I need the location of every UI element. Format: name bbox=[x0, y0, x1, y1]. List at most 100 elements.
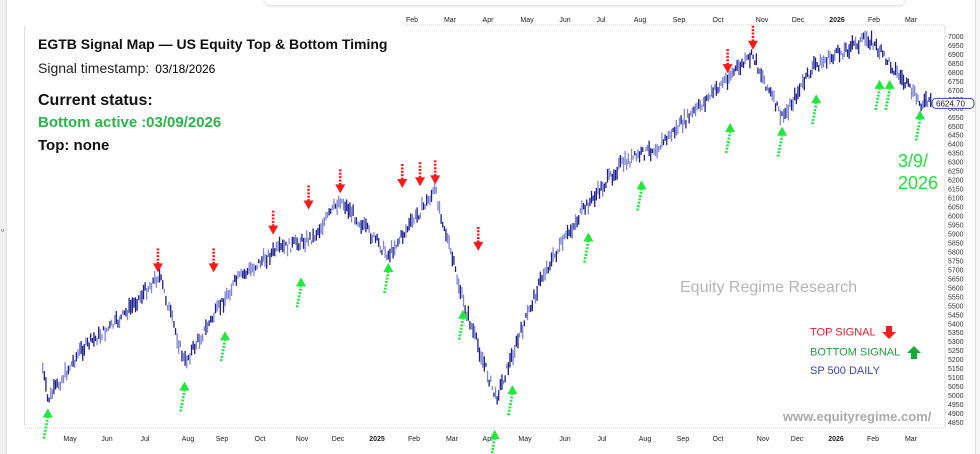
y-tick-label: 6950 bbox=[948, 43, 964, 50]
x-tick-label: Jun bbox=[559, 436, 570, 443]
chart-left-border bbox=[24, 26, 25, 426]
signal-timestamp: Signal timestamp: 03/18/2026 bbox=[38, 60, 215, 76]
x-tick-label: May bbox=[63, 436, 77, 443]
panel-handle-icon: ▫ bbox=[1, 225, 5, 235]
bottom-signal-arrowhead bbox=[915, 110, 926, 120]
timestamp-label: Signal timestamp: bbox=[38, 60, 150, 76]
bottom-signal-arrowhead bbox=[383, 263, 394, 273]
top-signal-arrowhead bbox=[335, 184, 346, 194]
y-tick-label: 6400 bbox=[948, 142, 964, 149]
y-tick-label: 6450 bbox=[948, 133, 964, 140]
top-signal-arrowhead bbox=[303, 200, 314, 210]
top-signal-arrowhead bbox=[473, 241, 484, 251]
bottom-signal-arrow bbox=[179, 390, 186, 412]
top-signal-arrowhead bbox=[208, 263, 219, 273]
bottom-signal-arrow bbox=[295, 286, 303, 308]
bottom-signal-arrow bbox=[219, 340, 227, 362]
current-status-heading: Current status: bbox=[38, 92, 153, 109]
y-tick-label: 6050 bbox=[948, 205, 964, 212]
bottom-signal-arrowhead bbox=[777, 126, 788, 136]
x-tick-label: Oct bbox=[713, 436, 724, 443]
y-tick-label: 6100 bbox=[948, 196, 964, 203]
y-tick-label: 6350 bbox=[948, 151, 964, 158]
bottom-signal-arrow bbox=[383, 271, 390, 294]
top-signal-arrowhead bbox=[747, 40, 758, 50]
annotation-line2: 2026 bbox=[898, 173, 939, 193]
top-x-tick-label: 2026 bbox=[829, 17, 845, 24]
y-tick-label: 4850 bbox=[948, 420, 964, 427]
bottom-signal-arrow bbox=[636, 189, 643, 211]
top-x-tick-label: Feb bbox=[868, 17, 880, 24]
x-tick-label: Jun bbox=[101, 436, 112, 443]
bottom-signal-arrow bbox=[490, 438, 496, 454]
bottom-signal-arrow bbox=[874, 88, 881, 111]
legend-bottom-signal: BOTTOM SIGNAL bbox=[810, 346, 921, 359]
top-signal-arrowhead bbox=[152, 263, 163, 273]
up-arrow-icon bbox=[906, 346, 921, 359]
y-tick-label: 5550 bbox=[948, 294, 964, 301]
bottom-signal-arrowhead bbox=[874, 79, 885, 89]
y-tick-label: 6200 bbox=[948, 178, 964, 185]
bottom-signal-arrowhead bbox=[884, 79, 895, 89]
y-tick-label: 6900 bbox=[948, 52, 964, 59]
bottom-signal-arrowhead bbox=[458, 309, 469, 319]
bottom-signal-arrow bbox=[457, 318, 465, 340]
x-tick-label: Oct bbox=[255, 436, 266, 443]
y-tick-label: 5900 bbox=[948, 231, 964, 238]
y-tick-label: 6550 bbox=[948, 115, 964, 122]
legend-bottom-label: BOTTOM SIGNAL bbox=[810, 346, 900, 359]
y-tick-label: 5350 bbox=[948, 330, 964, 337]
top-signal-arrowhead bbox=[414, 177, 425, 187]
top-x-tick-label: Mar bbox=[905, 17, 918, 24]
bottom-active-date: :03/09/2026 bbox=[141, 114, 222, 131]
bottom-signal-arrowhead bbox=[507, 385, 518, 395]
x-tick-label: 2026 bbox=[828, 436, 844, 443]
x-tick-label: Dec bbox=[332, 436, 345, 443]
chart-title: EGTB Signal Map — US Equity Top & Bottom… bbox=[38, 36, 388, 52]
latest-signal-annotation: 3/9/ 2026 bbox=[898, 150, 938, 194]
x-tick-label: Sep bbox=[216, 436, 229, 443]
legend-top-label: TOP SIGNAL bbox=[810, 326, 876, 339]
x-tick-label: Feb bbox=[408, 436, 420, 443]
x-tick-label: Apr bbox=[483, 436, 495, 443]
right-scrollbar[interactable] bbox=[975, 0, 980, 454]
x-tick-label: Mar bbox=[446, 436, 459, 443]
top-signal-arrowhead bbox=[397, 178, 408, 188]
top-x-tick-label: Mar bbox=[444, 17, 457, 24]
x-tick-label: Aug bbox=[639, 436, 652, 443]
bottom-signal-arrow bbox=[507, 393, 514, 416]
y-tick-label: 4900 bbox=[948, 411, 964, 418]
bottom-signal-arrow bbox=[724, 131, 732, 154]
legend-series: SP 500 DAILY bbox=[810, 365, 880, 377]
y-tick-label: 6750 bbox=[948, 79, 964, 86]
legend-top-signal: TOP SIGNAL bbox=[810, 326, 897, 339]
y-tick-label: 6000 bbox=[948, 214, 964, 221]
y-tick-label: 5250 bbox=[948, 348, 964, 355]
y-tick-label: 6700 bbox=[948, 88, 964, 95]
down-arrow-icon bbox=[882, 326, 897, 339]
x-tick-label: Mar bbox=[905, 436, 918, 443]
bottom-active-label: Bottom active bbox=[38, 114, 138, 131]
y-tick-label: 5600 bbox=[948, 285, 964, 292]
bottom-signal-arrow bbox=[914, 119, 922, 141]
top-signal-arrowhead bbox=[722, 64, 733, 74]
y-tick-label: 5200 bbox=[948, 357, 964, 364]
y-tick-label: 5750 bbox=[948, 258, 964, 265]
top-x-tick-label: Dec bbox=[792, 17, 805, 24]
y-tick-label: 5000 bbox=[948, 393, 964, 400]
bottom-signal-arrow bbox=[810, 103, 818, 125]
y-tick-label: 6500 bbox=[948, 124, 964, 131]
top-x-tick-label: Jun bbox=[559, 17, 570, 24]
bottom-signal-arrowhead bbox=[220, 331, 231, 341]
top-x-tick-label: Aug bbox=[634, 17, 647, 24]
y-tick-label: 6250 bbox=[948, 169, 964, 176]
bottom-signal-arrow bbox=[776, 135, 784, 157]
y-tick-label: 4950 bbox=[948, 402, 964, 409]
last-price-box bbox=[931, 97, 975, 109]
y-tick-label: 5450 bbox=[948, 312, 964, 319]
y-tick-label: 5950 bbox=[948, 223, 964, 230]
website-url[interactable]: www.equityregime.com/ bbox=[783, 409, 932, 424]
bottom-signal-arrow bbox=[884, 88, 891, 111]
bottom-signal-arrowhead bbox=[725, 122, 736, 132]
y-tick-label: 6600 bbox=[948, 106, 964, 113]
